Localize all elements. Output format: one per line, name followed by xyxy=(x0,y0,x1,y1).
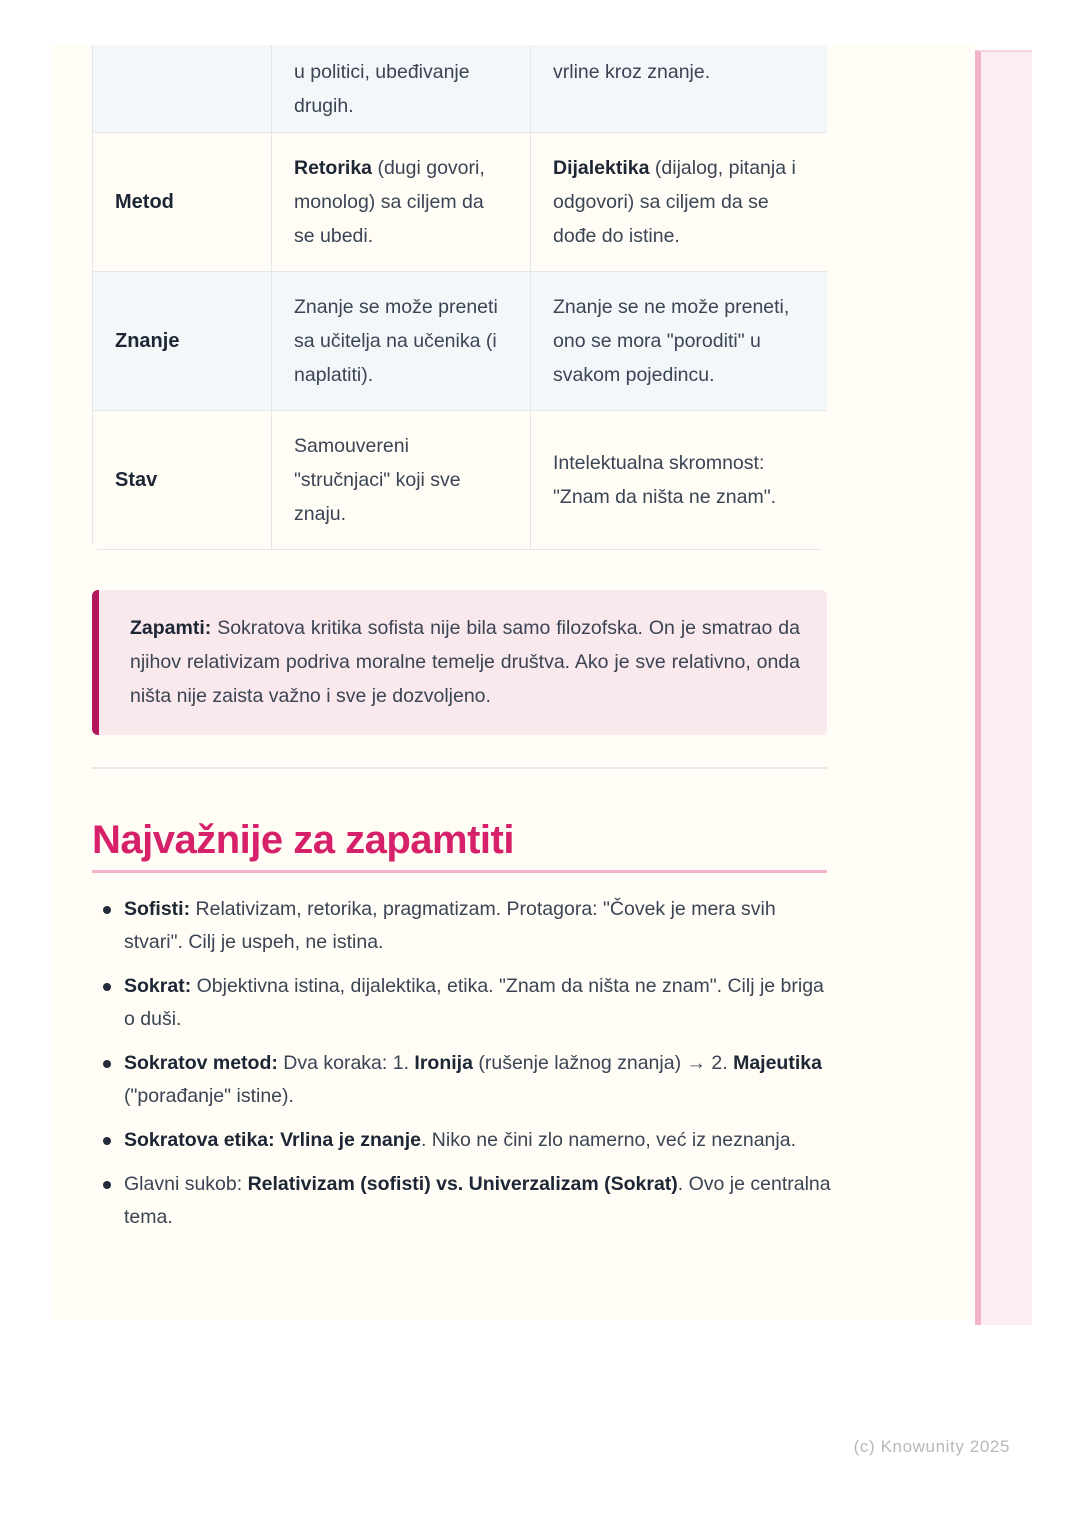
table-cell: Znanje se može preneti sa učitelja na uč… xyxy=(271,270,531,411)
table-cell: Intelektualna skromnost: "Znam da ništa … xyxy=(530,409,827,550)
list-item: Glavni sukob: Relativizam (sofisti) vs. … xyxy=(92,1168,832,1234)
table-row: u politici, ubeđivanje drugih. vrline kro… xyxy=(92,45,827,133)
section-divider xyxy=(92,766,827,769)
section-title-underline xyxy=(92,869,827,873)
comparison-table-body: u politici, ubeđivanje drugih. vrline kro… xyxy=(92,45,827,550)
list-item: Sokrat: Objektivna istina, dijalektika, … xyxy=(92,970,832,1036)
table-row: Metod Retorika (dugi govori, monolog) sa … xyxy=(92,131,827,272)
table-cell: u politici, ubeđivanje drugih. xyxy=(271,45,531,133)
page-content: u politici, ubeđivanje drugih. vrline kro… xyxy=(92,45,831,1245)
next-page-preview xyxy=(975,50,1032,1325)
list-item: Sofisti: Relativizam, retorika, pragmati… xyxy=(92,893,832,959)
list-item: Sokratova etika: Vrlina je znanje. Niko … xyxy=(92,1124,832,1157)
table-row: Stav Samouvereni "stručnjaci" koji sve zn… xyxy=(92,409,827,550)
summary-list: Sofisti: Relativizam, retorika, pragmati… xyxy=(92,893,832,1234)
copyright-text: (c) Knowunity 2025 xyxy=(853,1437,1010,1456)
row-label: Stav xyxy=(92,409,272,550)
table-cell: Samouvereni "stručnjaci" koji sve znaju. xyxy=(271,409,531,550)
table-cell: Znanje se ne može preneti, ono se mora "… xyxy=(530,270,827,411)
section-title: Najvažnije za zapamtiti xyxy=(92,817,514,862)
row-label: Znanje xyxy=(92,270,272,411)
table-cell: Retorika (dugi govori, monolog) sa cilje… xyxy=(271,131,531,272)
table-cell: vrline kroz znanje. xyxy=(530,45,827,133)
row-label xyxy=(92,45,272,133)
document-page: u politici, ubeđivanje drugih. vrline kro… xyxy=(50,45,975,1320)
row-label: Metod xyxy=(92,131,272,272)
callout-zapamti: Zapamti: Sokratova kritika sofista nije … xyxy=(92,589,827,735)
table-row: Znanje Znanje se može preneti sa učitelja… xyxy=(92,270,827,411)
comparison-table-wrap: u politici, ubeđivanje drugih. vrline kro… xyxy=(92,45,827,550)
callout-text: Zapamti: Sokratova kritika sofista nije … xyxy=(130,616,800,707)
list-item: Sokratov metod: Dva koraka: 1. Ironija (… xyxy=(92,1047,832,1113)
table-cell: Dijalektika (dijalog, pitanja i odgovori… xyxy=(530,131,827,272)
comparison-table: u politici, ubeđivanje drugih. vrline kro… xyxy=(92,45,827,550)
